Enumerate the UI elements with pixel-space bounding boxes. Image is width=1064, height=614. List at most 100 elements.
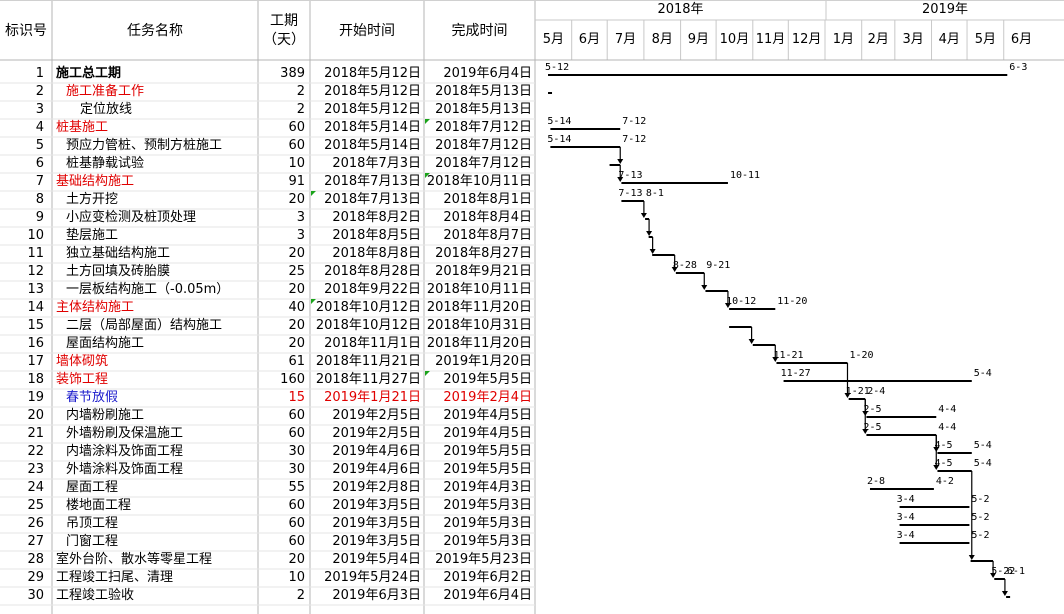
year-2018: 2018年 [657,2,704,17]
month-header: 8月 [651,32,673,47]
year-2019: 2019年 [921,2,969,17]
bar-start-label: 3-4 [897,494,915,505]
col-header-id: 标识号 [5,23,47,39]
task-finish: 2019年4月5日 [443,408,532,423]
task-finish: 2018年7月12日 [435,156,532,171]
bar-end-label: 5-4 [974,440,992,451]
bar-end-label: 10-11 [730,170,760,181]
month-header: 5月 [542,32,564,47]
task-duration: 61 [288,354,305,369]
bar-end-label: 6-3 [1009,62,1027,73]
task-start: 2018年8月8日 [332,246,421,261]
task-start: 2019年5月24日 [324,570,421,585]
bar-end-label: 4-4 [938,422,956,433]
dependency-arrow [968,555,975,560]
task-finish: 2018年5月13日 [435,84,532,99]
bar-start-label: 3-4 [897,530,915,541]
task-duration: 10 [288,156,305,171]
task-name: 小应变检测及桩顶处理 [66,210,197,225]
task-id: 1 [35,66,44,81]
task-name: 屋面结构施工 [66,336,145,351]
cell-flag-marker [425,173,430,178]
task-id: 19 [27,390,44,405]
task-name: 垫层施工 [66,228,119,243]
task-finish: 2019年6月2日 [443,570,532,585]
task-duration: 60 [288,408,305,423]
bar-start-label: 3-4 [897,512,915,523]
dependency-arrow [617,159,624,164]
task-duration: 20 [288,192,305,207]
task-duration: 55 [288,480,305,495]
task-start: 2018年7月13日 [324,174,421,189]
col-header-finish: 完成时间 [451,23,508,39]
bar-end-label: 6-1 [1007,566,1025,577]
task-finish: 2019年6月4日 [443,66,532,81]
task-finish: 2019年5月5日 [443,462,532,477]
task-start: 2019年5月4日 [332,552,421,567]
bar-start-label: 8-28 [673,260,697,271]
task-finish: 2018年5月13日 [435,102,532,117]
dependency-arrow [748,339,755,344]
task-id: 17 [27,354,44,369]
task-name: 屋面工程 [66,480,119,495]
task-name: 定位放线 [80,102,133,117]
task-id: 30 [27,588,44,603]
task-start: 2018年5月14日 [324,138,421,153]
task-name: 室外台阶、散水等零星工程 [56,552,213,567]
task-finish: 2019年5月3日 [443,498,532,513]
task-finish: 2019年2月4日 [443,390,532,405]
task-finish: 2018年10月31日 [426,318,532,333]
task-duration: 60 [288,516,305,531]
bar-start-label: 4-5 [934,458,952,469]
task-finish: 2019年6月4日 [443,588,532,603]
col-header-duration: 工期 [270,13,298,29]
task-finish: 2018年10月11日 [426,282,532,297]
bar-end-label: 4-2 [936,476,954,487]
task-duration: 60 [288,498,305,513]
bar-start-label: 7-13 [618,170,642,181]
bar-end-label: 9-21 [706,260,730,271]
task-duration: 30 [288,462,305,477]
task-duration: 60 [288,120,305,135]
month-header: 9月 [687,32,709,47]
task-name: 预应力管桩、预制方桩施工 [66,138,223,153]
task-finish: 2018年8月1日 [443,192,532,207]
task-name: 内墙粉刷施工 [66,408,145,423]
month-header: 6月 [1010,32,1033,47]
dependency-arrow [862,429,869,434]
task-start: 2018年5月12日 [324,102,421,117]
task-start: 2019年3月5日 [332,534,421,549]
dependency-arrow [1001,591,1008,596]
task-id: 13 [27,282,44,297]
task-id: 26 [27,516,44,531]
task-id: 18 [27,372,44,387]
task-duration: 91 [288,174,305,189]
dependency-arrow [772,357,779,362]
task-duration: 40 [288,300,305,315]
task-name: 桩基施工 [56,120,109,135]
task-start: 2018年5月12日 [324,66,421,81]
bar-end-label: 8-1 [646,188,664,199]
bar-start-label: 11-21 [773,350,803,361]
task-duration: 20 [288,336,305,351]
bar-start-label: 2-5 [863,404,881,415]
task-name: 外墙涂料及饰面工程 [66,462,184,477]
month-header: 6月 [578,32,601,47]
bar-end-label: 7-12 [622,116,646,127]
task-name: 基础结构施工 [56,174,135,189]
task-name: 门窗工程 [66,534,119,549]
task-start: 2018年8月5日 [332,228,421,243]
dependency-arrow [640,213,647,218]
task-duration: 60 [288,534,305,549]
task-duration: 60 [288,138,305,153]
task-duration: 60 [288,426,305,441]
task-start: 2018年8月28日 [324,264,421,279]
col-header-name: 任务名称 [127,23,183,39]
month-header: 4月 [938,32,960,47]
bar-start-label: 7-13 [618,188,642,199]
task-id: 25 [27,498,44,513]
task-id: 3 [35,102,44,117]
col-header-duration-unit: （天） [263,32,305,48]
task-name: 内墙涂料及饰面工程 [66,444,184,459]
